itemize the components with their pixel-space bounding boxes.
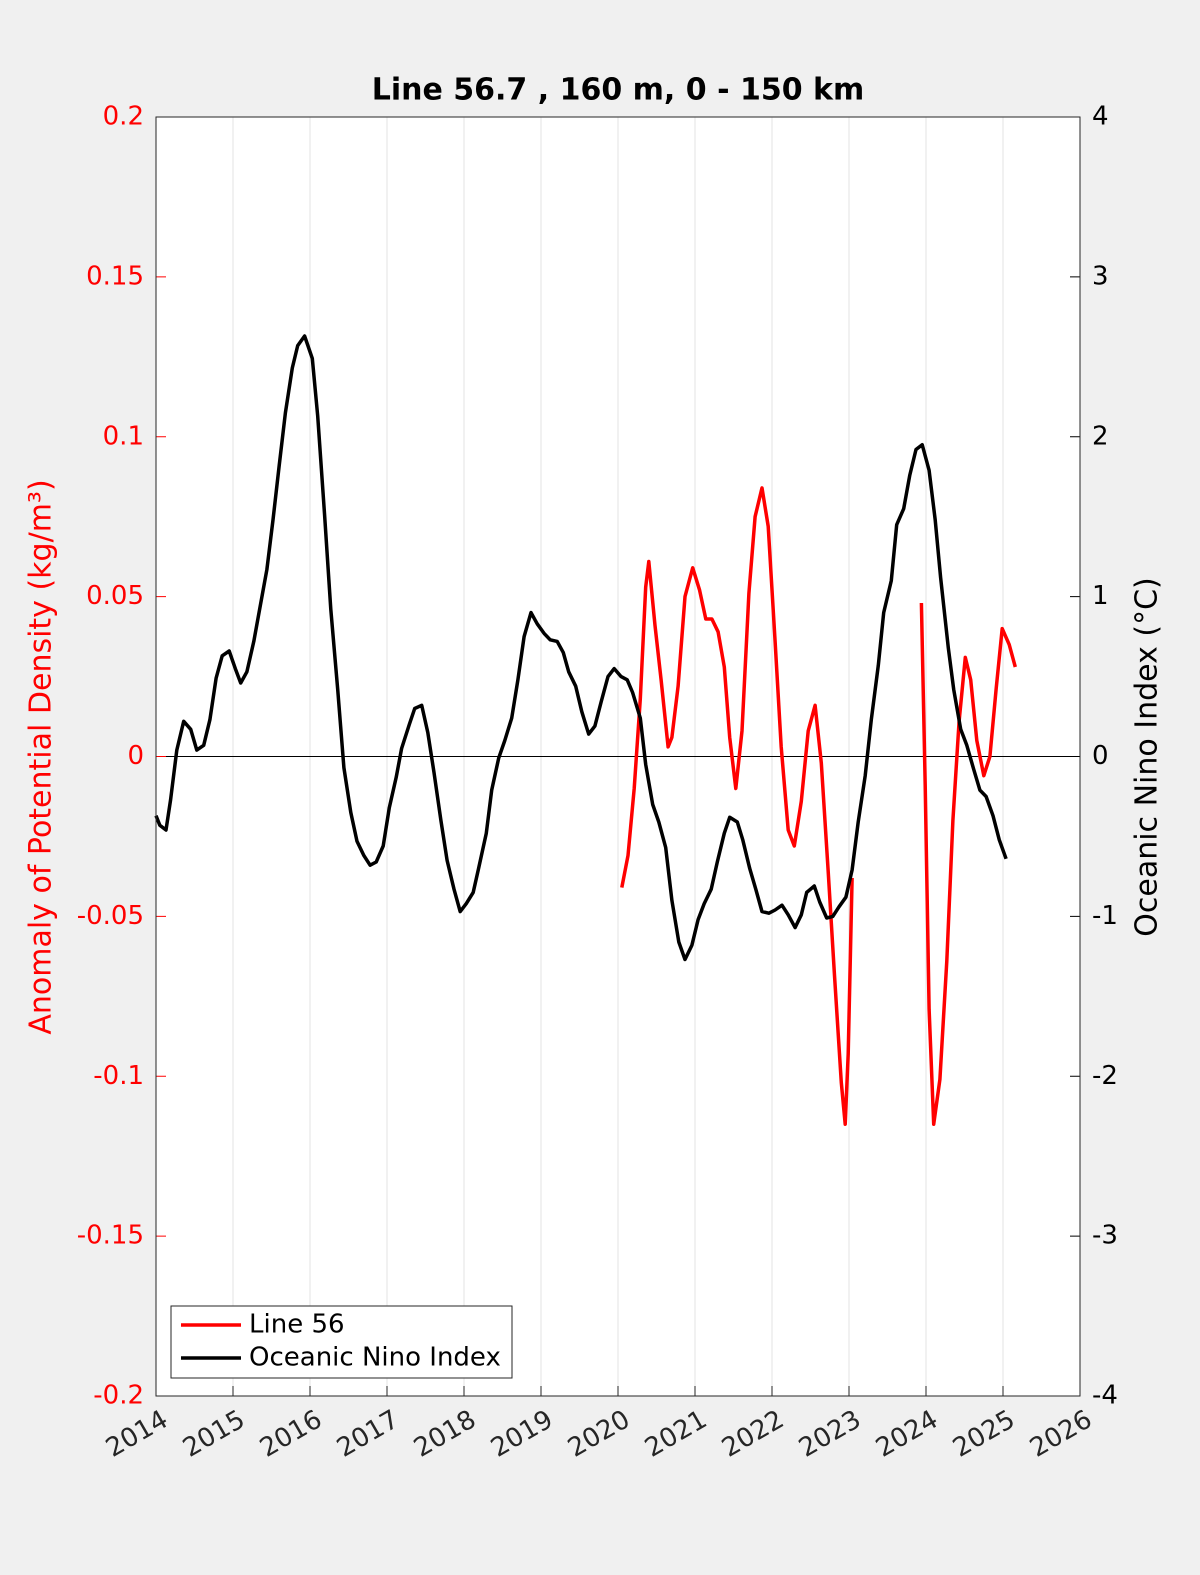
x-tick-label: 2019 [486, 1405, 558, 1464]
y-tick-label: 0.2 [103, 102, 144, 132]
y2-tick-label: 0 [1092, 741, 1109, 771]
x-tick-label: 2017 [332, 1405, 404, 1464]
y-tick-label: 0.05 [86, 581, 144, 611]
x-tick-label: 2021 [640, 1405, 712, 1464]
y2-tick-label: 1 [1092, 581, 1109, 611]
legend-box [170, 1305, 513, 1379]
y-tick-label: 0.1 [103, 421, 144, 451]
x-tick-label: 2025 [948, 1405, 1020, 1464]
y2-tick-label: -2 [1092, 1061, 1118, 1091]
x-tick-label: 2026 [1025, 1405, 1097, 1464]
chart-title: Line 56.7 , 160 m, 0 - 150 km [372, 73, 865, 108]
y-tick-label: -0.15 [77, 1221, 144, 1251]
x-tick-label: 2018 [409, 1405, 481, 1464]
y-tick-label: -0.2 [93, 1381, 144, 1411]
data-line [620, 486, 1017, 1126]
plot-border [155, 116, 1081, 1397]
y-tick-label: -0.1 [93, 1061, 144, 1091]
x-tick-label: 2014 [101, 1405, 173, 1464]
x-tick-label: 2016 [255, 1405, 327, 1464]
y-tick-label: -0.05 [77, 901, 144, 931]
x-tick-label: 2015 [178, 1405, 250, 1464]
x-tick-label: 2022 [717, 1405, 789, 1464]
y-tick-label: 0.15 [86, 261, 144, 291]
y-axis-label: Anomaly of Potential Density (kg/m³) [24, 479, 59, 1034]
y2-tick-label: 3 [1092, 261, 1109, 291]
x-tick-label: 2024 [871, 1405, 943, 1464]
y2-tick-label: 2 [1092, 421, 1109, 451]
data-line [154, 334, 1008, 962]
legend-label: Line 56 [249, 1310, 345, 1340]
y2-tick-label: -1 [1092, 901, 1118, 931]
legend-label: Oceanic Nino Index [249, 1343, 501, 1373]
y-tick-label: 0 [127, 741, 144, 771]
x-tick-label: 2020 [563, 1405, 635, 1464]
y2-tick-label: -4 [1092, 1381, 1118, 1411]
y2-tick-label: -3 [1092, 1221, 1118, 1251]
x-tick-label: 2023 [794, 1405, 866, 1464]
y2-tick-label: 4 [1092, 102, 1109, 132]
y2-axis-label: Oceanic Nino Index (°C) [1130, 577, 1165, 937]
